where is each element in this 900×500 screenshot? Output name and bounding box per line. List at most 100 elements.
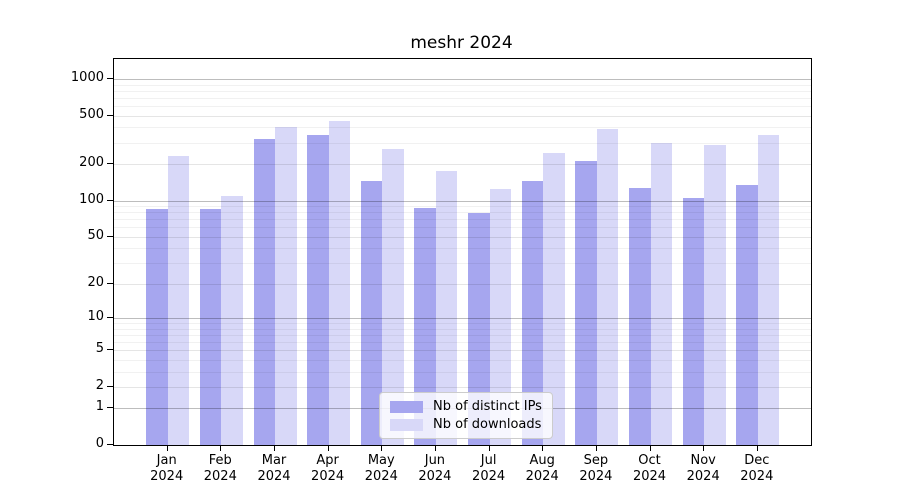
chart-title: meshr 2024 [410, 33, 513, 53]
gridline-8 [114, 328, 811, 330]
gridline-700 [114, 97, 811, 99]
gridline-2 [114, 386, 811, 388]
gridline-600 [114, 106, 811, 107]
y-tick-label-1000: 1000 [70, 69, 104, 85]
y-tick-label-500: 500 [79, 106, 104, 122]
bar-ips-may [360, 180, 383, 445]
gridline-100 [114, 200, 811, 202]
bar-downloads-feb [221, 195, 243, 445]
x-tick-mark-sep [595, 445, 597, 451]
gridline-900 [114, 84, 811, 86]
x-tick-mark-jul [488, 445, 490, 451]
y-tick-label-20: 20 [87, 274, 104, 290]
legend-swatch-distinct-ips [390, 400, 423, 413]
legend-item-distinct-ips: Nb of distinct IPs [390, 399, 542, 414]
x-tick-label-jul: Jul 2024 [472, 453, 506, 484]
gridline-50 [114, 236, 811, 238]
bar-ips-apr [307, 134, 329, 445]
bar-downloads-dec [757, 134, 780, 445]
gridline-60 [114, 227, 811, 229]
gridline-4 [114, 359, 811, 361]
x-tick-mark-aug [542, 445, 544, 451]
gridline-3 [114, 371, 811, 373]
x-tick-mark-feb [220, 445, 222, 451]
x-tick-label-oct: Oct 2024 [632, 453, 667, 484]
y-tick-mark-2 [107, 385, 113, 387]
gridline-400 [114, 127, 811, 129]
legend-label-distinct-ips: Nb of distinct IPs [433, 399, 542, 414]
gridline-1000 [114, 78, 811, 80]
x-tick-mark-may [381, 445, 383, 451]
gridline-200 [114, 164, 811, 165]
legend-swatch-downloads [390, 418, 423, 431]
bar-downloads-apr [328, 120, 351, 445]
bar-downloads-sep [596, 129, 619, 445]
gridline-70 [114, 219, 811, 221]
y-tick-mark-0 [107, 444, 113, 445]
y-tick-mark-1000 [107, 77, 113, 79]
gridline-5 [114, 350, 811, 352]
bar-ips-oct [629, 187, 651, 445]
gridline-500 [114, 115, 811, 117]
y-tick-label-0: 0 [95, 436, 104, 451]
y-tick-mark-1 [107, 407, 113, 409]
gridline-7 [114, 334, 811, 336]
x-tick-mark-oct [649, 445, 651, 451]
bar-ips-sep [575, 161, 597, 445]
x-tick-mark-nov [703, 445, 705, 451]
bar-ips-jan [146, 209, 168, 445]
bar-downloads-may [382, 149, 404, 445]
x-tick-label-mar: Mar 2024 [257, 453, 291, 484]
gridline-10 [114, 318, 811, 319]
bar-ips-jun [414, 207, 436, 445]
y-tick-label-200: 200 [79, 155, 104, 170]
x-tick-label-aug: Aug 2024 [525, 453, 559, 484]
y-tick-mark-100 [107, 199, 113, 201]
bar-ips-jul [468, 212, 490, 445]
x-tick-mark-mar [274, 445, 275, 451]
bar-ips-nov [682, 197, 705, 445]
bar-ips-aug [521, 180, 544, 445]
x-tick-mark-jan [166, 445, 168, 451]
x-tick-label-feb: Feb 2024 [203, 453, 237, 484]
bar-ips-mar [253, 139, 275, 445]
y-tick-mark-50 [107, 235, 113, 237]
gridline-9 [114, 323, 811, 324]
legend-label-downloads: Nb of downloads [433, 417, 542, 432]
x-tick-label-nov: Nov 2024 [686, 453, 720, 484]
x-tick-label-sep: Sep 2024 [579, 453, 613, 484]
plot-area: Nb of distinct IPs Nb of downloads [113, 58, 812, 446]
y-tick-mark-5 [107, 349, 113, 351]
x-tick-label-jun: Jun 2024 [418, 453, 452, 484]
y-tick-mark-20 [107, 282, 113, 284]
x-tick-mark-dec [756, 445, 758, 451]
gridline-90 [114, 206, 811, 207]
bar-downloads-jul [489, 188, 512, 445]
gridline-300 [114, 142, 811, 144]
bar-ips-feb [199, 209, 222, 445]
bar-downloads-oct [650, 142, 672, 445]
x-tick-label-may: May 2024 [364, 453, 398, 484]
bar-downloads-nov [704, 145, 726, 445]
bar-ips-dec [736, 184, 758, 445]
gridline-6 [114, 341, 811, 343]
y-tick-label-100: 100 [79, 191, 104, 207]
gridline-40 [114, 248, 811, 250]
bar-downloads-jan [167, 155, 190, 445]
y-tick-label-5: 5 [95, 341, 104, 357]
x-tick-mark-jun [434, 445, 436, 451]
y-tick-label-1: 1 [95, 399, 104, 415]
y-tick-mark-10 [107, 317, 113, 318]
gridline-20 [114, 283, 811, 285]
x-tick-mark-apr [327, 445, 329, 451]
y-tick-mark-200 [107, 163, 113, 164]
x-tick-label-jan: Jan 2024 [150, 453, 184, 484]
bar-downloads-aug [543, 153, 565, 445]
gridline-30 [114, 263, 811, 265]
x-tick-label-apr: Apr 2024 [311, 453, 345, 484]
y-tick-label-2: 2 [95, 377, 104, 393]
y-tick-label-50: 50 [87, 227, 104, 243]
bar-downloads-mar [275, 126, 297, 445]
gridline-800 [114, 90, 811, 92]
